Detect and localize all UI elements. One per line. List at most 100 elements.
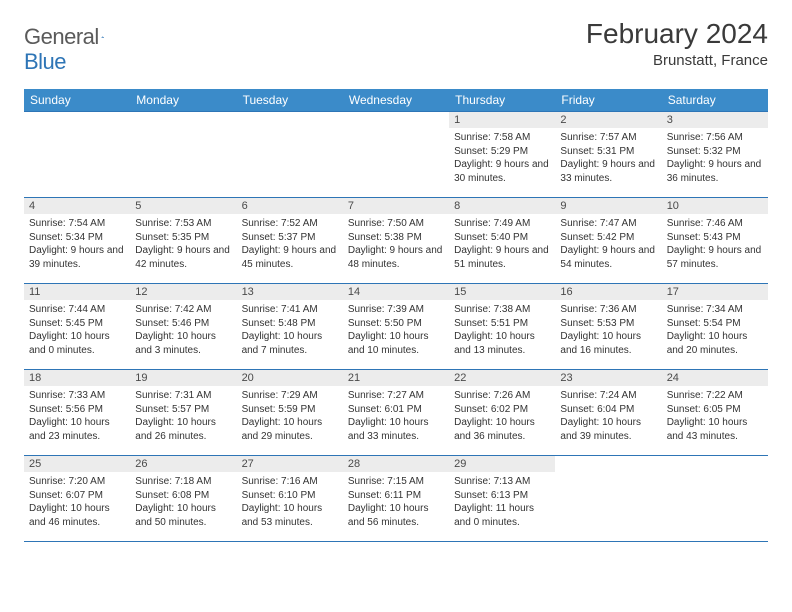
daylight-line: Daylight: 9 hours and 30 minutes.	[454, 158, 550, 185]
day-cell: 17Sunrise: 7:34 AMSunset: 5:54 PMDayligh…	[662, 284, 768, 370]
daylight-line: Daylight: 10 hours and 0 minutes.	[29, 330, 125, 357]
sunset-line: Sunset: 5:38 PM	[348, 231, 444, 245]
sunrise-line: Sunrise: 7:22 AM	[667, 389, 763, 403]
day-cell: 1Sunrise: 7:58 AMSunset: 5:29 PMDaylight…	[449, 112, 555, 198]
daylight-line: Daylight: 10 hours and 29 minutes.	[242, 416, 338, 443]
sunset-line: Sunset: 5:35 PM	[135, 231, 231, 245]
sunset-line: Sunset: 5:32 PM	[667, 145, 763, 159]
day-cell: 15Sunrise: 7:38 AMSunset: 5:51 PMDayligh…	[449, 284, 555, 370]
day-number: 13	[237, 284, 343, 300]
day-number: 24	[662, 370, 768, 386]
day-cell: 27Sunrise: 7:16 AMSunset: 6:10 PMDayligh…	[237, 456, 343, 542]
sunrise-line: Sunrise: 7:38 AM	[454, 303, 550, 317]
sunset-line: Sunset: 6:04 PM	[560, 403, 656, 417]
day-number: 7	[343, 198, 449, 214]
day-number: 22	[449, 370, 555, 386]
sunset-line: Sunset: 6:08 PM	[135, 489, 231, 503]
day-number: 16	[555, 284, 661, 300]
weekday-header: Friday	[555, 89, 661, 112]
day-details: Sunrise: 7:58 AMSunset: 5:29 PMDaylight:…	[449, 128, 555, 190]
sunrise-line: Sunrise: 7:15 AM	[348, 475, 444, 489]
sunrise-line: Sunrise: 7:31 AM	[135, 389, 231, 403]
day-cell: 10Sunrise: 7:46 AMSunset: 5:43 PMDayligh…	[662, 198, 768, 284]
sunset-line: Sunset: 6:10 PM	[242, 489, 338, 503]
day-number: 25	[24, 456, 130, 472]
day-number: 9	[555, 198, 661, 214]
daylight-line: Daylight: 10 hours and 33 minutes.	[348, 416, 444, 443]
title-block: February 2024 Brunstatt, France	[586, 18, 768, 69]
daylight-line: Daylight: 10 hours and 50 minutes.	[135, 502, 231, 529]
day-number: 3	[662, 112, 768, 128]
day-number: 1	[449, 112, 555, 128]
sunset-line: Sunset: 5:59 PM	[242, 403, 338, 417]
calendar-body: 1Sunrise: 7:58 AMSunset: 5:29 PMDaylight…	[24, 112, 768, 542]
sunrise-line: Sunrise: 7:46 AM	[667, 217, 763, 231]
daylight-line: Daylight: 9 hours and 54 minutes.	[560, 244, 656, 271]
daylight-line: Daylight: 9 hours and 48 minutes.	[348, 244, 444, 271]
daylight-line: Daylight: 9 hours and 57 minutes.	[667, 244, 763, 271]
sunset-line: Sunset: 5:42 PM	[560, 231, 656, 245]
sunset-line: Sunset: 6:05 PM	[667, 403, 763, 417]
day-details: Sunrise: 7:42 AMSunset: 5:46 PMDaylight:…	[130, 300, 236, 362]
weekday-header: Sunday	[24, 89, 130, 112]
day-cell: 28Sunrise: 7:15 AMSunset: 6:11 PMDayligh…	[343, 456, 449, 542]
sunset-line: Sunset: 5:54 PM	[667, 317, 763, 331]
daylight-line: Daylight: 10 hours and 43 minutes.	[667, 416, 763, 443]
sunset-line: Sunset: 5:50 PM	[348, 317, 444, 331]
day-details: Sunrise: 7:31 AMSunset: 5:57 PMDaylight:…	[130, 386, 236, 448]
sunrise-line: Sunrise: 7:39 AM	[348, 303, 444, 317]
daylight-line: Daylight: 10 hours and 36 minutes.	[454, 416, 550, 443]
day-cell: 20Sunrise: 7:29 AMSunset: 5:59 PMDayligh…	[237, 370, 343, 456]
sunset-line: Sunset: 5:43 PM	[667, 231, 763, 245]
day-cell: 2Sunrise: 7:57 AMSunset: 5:31 PMDaylight…	[555, 112, 661, 198]
day-number: 18	[24, 370, 130, 386]
daylight-line: Daylight: 10 hours and 3 minutes.	[135, 330, 231, 357]
day-cell: 8Sunrise: 7:49 AMSunset: 5:40 PMDaylight…	[449, 198, 555, 284]
sunrise-line: Sunrise: 7:44 AM	[29, 303, 125, 317]
day-number: 27	[237, 456, 343, 472]
day-cell: 25Sunrise: 7:20 AMSunset: 6:07 PMDayligh…	[24, 456, 130, 542]
logo-text-a: General	[24, 24, 99, 49]
sunrise-line: Sunrise: 7:34 AM	[667, 303, 763, 317]
day-number: 12	[130, 284, 236, 300]
day-number: 6	[237, 198, 343, 214]
day-details: Sunrise: 7:57 AMSunset: 5:31 PMDaylight:…	[555, 128, 661, 190]
day-details: Sunrise: 7:29 AMSunset: 5:59 PMDaylight:…	[237, 386, 343, 448]
daylight-line: Daylight: 11 hours and 0 minutes.	[454, 502, 550, 529]
daylight-line: Daylight: 10 hours and 46 minutes.	[29, 502, 125, 529]
daylight-line: Daylight: 10 hours and 26 minutes.	[135, 416, 231, 443]
sunrise-line: Sunrise: 7:36 AM	[560, 303, 656, 317]
day-number: 4	[24, 198, 130, 214]
day-cell: 14Sunrise: 7:39 AMSunset: 5:50 PMDayligh…	[343, 284, 449, 370]
day-cell: 13Sunrise: 7:41 AMSunset: 5:48 PMDayligh…	[237, 284, 343, 370]
sunrise-line: Sunrise: 7:24 AM	[560, 389, 656, 403]
sunset-line: Sunset: 5:48 PM	[242, 317, 338, 331]
day-details: Sunrise: 7:33 AMSunset: 5:56 PMDaylight:…	[24, 386, 130, 448]
sunrise-line: Sunrise: 7:58 AM	[454, 131, 550, 145]
day-number: 5	[130, 198, 236, 214]
day-number: 28	[343, 456, 449, 472]
day-cell: 3Sunrise: 7:56 AMSunset: 5:32 PMDaylight…	[662, 112, 768, 198]
day-cell: 5Sunrise: 7:53 AMSunset: 5:35 PMDaylight…	[130, 198, 236, 284]
day-details: Sunrise: 7:50 AMSunset: 5:38 PMDaylight:…	[343, 214, 449, 276]
sunrise-line: Sunrise: 7:47 AM	[560, 217, 656, 231]
day-number: 21	[343, 370, 449, 386]
day-cell: 11Sunrise: 7:44 AMSunset: 5:45 PMDayligh…	[24, 284, 130, 370]
daylight-line: Daylight: 10 hours and 53 minutes.	[242, 502, 338, 529]
sunset-line: Sunset: 5:51 PM	[454, 317, 550, 331]
day-details: Sunrise: 7:46 AMSunset: 5:43 PMDaylight:…	[662, 214, 768, 276]
sunset-line: Sunset: 6:02 PM	[454, 403, 550, 417]
sunrise-line: Sunrise: 7:26 AM	[454, 389, 550, 403]
day-number: 19	[130, 370, 236, 386]
sunset-line: Sunset: 5:45 PM	[29, 317, 125, 331]
weekday-header: Thursday	[449, 89, 555, 112]
daylight-line: Daylight: 9 hours and 45 minutes.	[242, 244, 338, 271]
daylight-line: Daylight: 10 hours and 56 minutes.	[348, 502, 444, 529]
day-details: Sunrise: 7:15 AMSunset: 6:11 PMDaylight:…	[343, 472, 449, 534]
sail-icon	[101, 29, 104, 45]
day-details: Sunrise: 7:24 AMSunset: 6:04 PMDaylight:…	[555, 386, 661, 448]
day-cell: 24 Sunrise: 7:22 AMSunset: 6:05 PMDayligh…	[662, 370, 768, 456]
day-cell: 7Sunrise: 7:50 AMSunset: 5:38 PMDaylight…	[343, 198, 449, 284]
day-number: 2	[555, 112, 661, 128]
day-details: Sunrise: 7:49 AMSunset: 5:40 PMDaylight:…	[449, 214, 555, 276]
